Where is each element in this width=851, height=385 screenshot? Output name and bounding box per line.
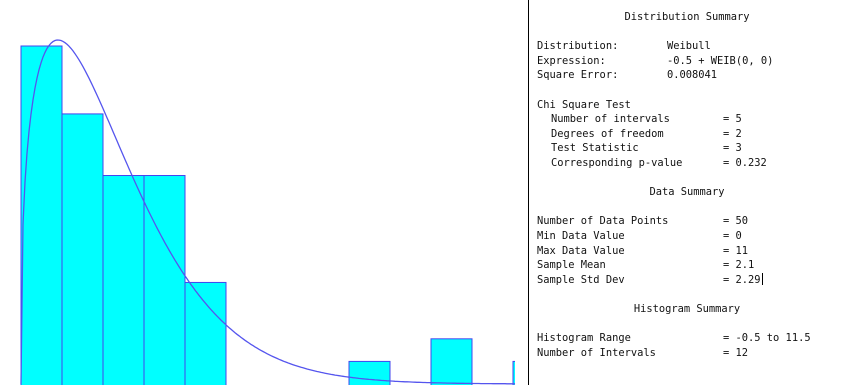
hist-row-range: Histogram Range = -0.5 to 11.5 bbox=[537, 331, 851, 346]
expression-value: -0.5 + WEIB(0, 0) bbox=[667, 54, 774, 67]
data-row-points: Number of Data Points = 50 bbox=[537, 214, 851, 229]
distribution-summary-panel: Distribution Summary Distribution: Weibul… bbox=[528, 0, 851, 385]
chi-square-title: Chi Square Test bbox=[537, 98, 631, 111]
data-max-value: = 11 bbox=[723, 244, 749, 257]
distribution-row: Distribution: Weibull bbox=[537, 39, 851, 54]
data-row-mean: Sample Mean = 2.1 bbox=[537, 258, 851, 273]
data-row-stddev: Sample Std Dev = 2.29 bbox=[537, 272, 851, 288]
square-error-row: Square Error: 0.008041 bbox=[537, 68, 851, 83]
text-cursor bbox=[761, 272, 763, 285]
data-mean-label: Sample Mean bbox=[537, 259, 606, 272]
hist-intervals-value: = 12 bbox=[723, 346, 749, 359]
data-stddev-label: Sample Std Dev bbox=[537, 273, 625, 286]
data-mean-value: = 2.1 bbox=[723, 259, 755, 272]
chi-statistic-value: = 3 bbox=[723, 142, 742, 155]
chi-row-dof: Degrees of freedom = 2 bbox=[537, 127, 851, 142]
data-points-value: = 50 bbox=[723, 215, 749, 228]
chi-dof-value: = 2 bbox=[723, 127, 742, 140]
chi-pvalue-value: = 0.232 bbox=[723, 156, 767, 169]
chi-row-pvalue: Corresponding p-value = 0.232 bbox=[537, 156, 851, 171]
hist-range-label: Histogram Range bbox=[537, 332, 631, 345]
hist-range-value: = -0.5 to 11.5 bbox=[723, 332, 811, 345]
histogram-plot bbox=[20, 39, 515, 385]
chi-row-intervals: Number of intervals = 5 bbox=[537, 112, 851, 127]
distribution-label: Distribution: bbox=[537, 40, 619, 53]
data-row-min: Min Data Value = 0 bbox=[537, 229, 851, 244]
histogram-bar bbox=[61, 113, 104, 385]
chi-pvalue-label: Corresponding p-value bbox=[551, 156, 683, 169]
chi-row-statistic: Test Statistic = 3 bbox=[537, 141, 851, 156]
hist-row-intervals: Number of Intervals = 12 bbox=[537, 346, 851, 361]
chi-intervals-label: Number of intervals bbox=[551, 113, 670, 126]
histogram-bar bbox=[512, 360, 515, 385]
square-error-value: 0.008041 bbox=[667, 69, 718, 82]
data-summary-title: Data Summary bbox=[649, 186, 725, 199]
histogram-bar bbox=[184, 281, 227, 385]
chi-statistic-label: Test Statistic bbox=[551, 142, 639, 155]
histogram-bar bbox=[20, 45, 63, 385]
histogram-bar bbox=[348, 360, 391, 385]
data-points-label: Number of Data Points bbox=[537, 215, 669, 228]
data-min-value: = 0 bbox=[723, 229, 742, 242]
histogram-bar bbox=[102, 175, 145, 385]
data-stddev-value: = 2.29 bbox=[723, 273, 761, 286]
histogram-bar bbox=[143, 175, 186, 385]
chi-dof-label: Degrees of freedom bbox=[551, 127, 664, 140]
chi-intervals-value: = 5 bbox=[723, 113, 742, 126]
data-row-max: Max Data Value = 11 bbox=[537, 244, 851, 259]
expression-row: Expression: -0.5 + WEIB(0, 0) bbox=[537, 54, 851, 69]
distribution-summary-title: Distribution Summary bbox=[624, 11, 750, 23]
histogram-summary-title: Histogram Summary bbox=[633, 302, 741, 315]
data-min-label: Min Data Value bbox=[537, 229, 625, 242]
fitted-density-curve bbox=[20, 39, 515, 385]
data-max-label: Max Data Value bbox=[537, 244, 625, 257]
expression-label: Expression: bbox=[537, 54, 606, 67]
distribution-value: Weibull bbox=[667, 40, 711, 53]
histogram-bar bbox=[430, 338, 473, 385]
hist-intervals-label: Number of Intervals bbox=[537, 346, 656, 359]
square-error-label: Square Error: bbox=[537, 69, 619, 82]
